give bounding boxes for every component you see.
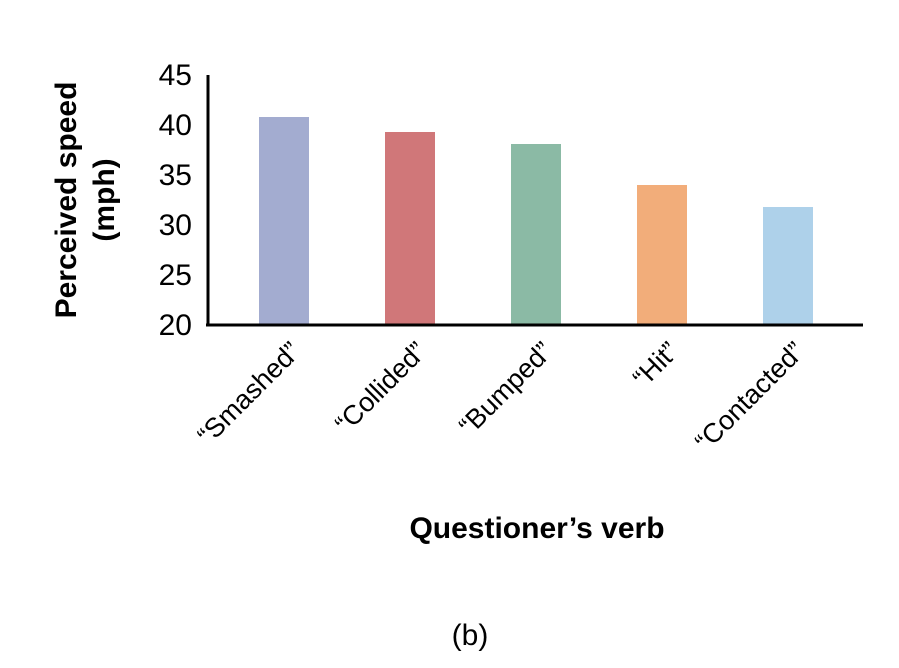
bar <box>763 207 813 325</box>
x-category-label: “Collided” <box>329 336 432 439</box>
x-axis-category-labels: “Smashed” “Collided” “Bumped” “Hit” “Contact… <box>192 336 811 457</box>
bar <box>637 185 687 325</box>
bar <box>259 117 309 325</box>
y-axis-title: Perceived speed (mph) <box>50 82 121 319</box>
y-tick-label: 25 <box>159 259 192 292</box>
y-axis-title-line: (mph) <box>88 158 121 241</box>
y-axis-title-line: Perceived speed <box>50 82 83 319</box>
bars <box>259 117 813 325</box>
bar <box>511 144 561 325</box>
panel-label: (b) <box>452 619 489 652</box>
y-tick-label: 40 <box>159 109 192 142</box>
x-category-label: “Smashed” <box>192 336 307 451</box>
y-tick-label: 20 <box>159 309 192 342</box>
y-tick-label: 30 <box>159 209 192 242</box>
x-axis-title: Questioner’s verb <box>409 512 664 545</box>
x-category-label: “Contacted” <box>689 336 810 457</box>
x-category-label: “Bumped” <box>453 336 558 441</box>
x-category-label: “Hit” <box>627 336 684 393</box>
y-tick-label: 45 <box>159 59 192 92</box>
y-axis-ticks: 20 25 30 35 40 45 <box>159 59 192 342</box>
y-tick-label: 35 <box>159 159 192 192</box>
bar <box>385 132 435 325</box>
